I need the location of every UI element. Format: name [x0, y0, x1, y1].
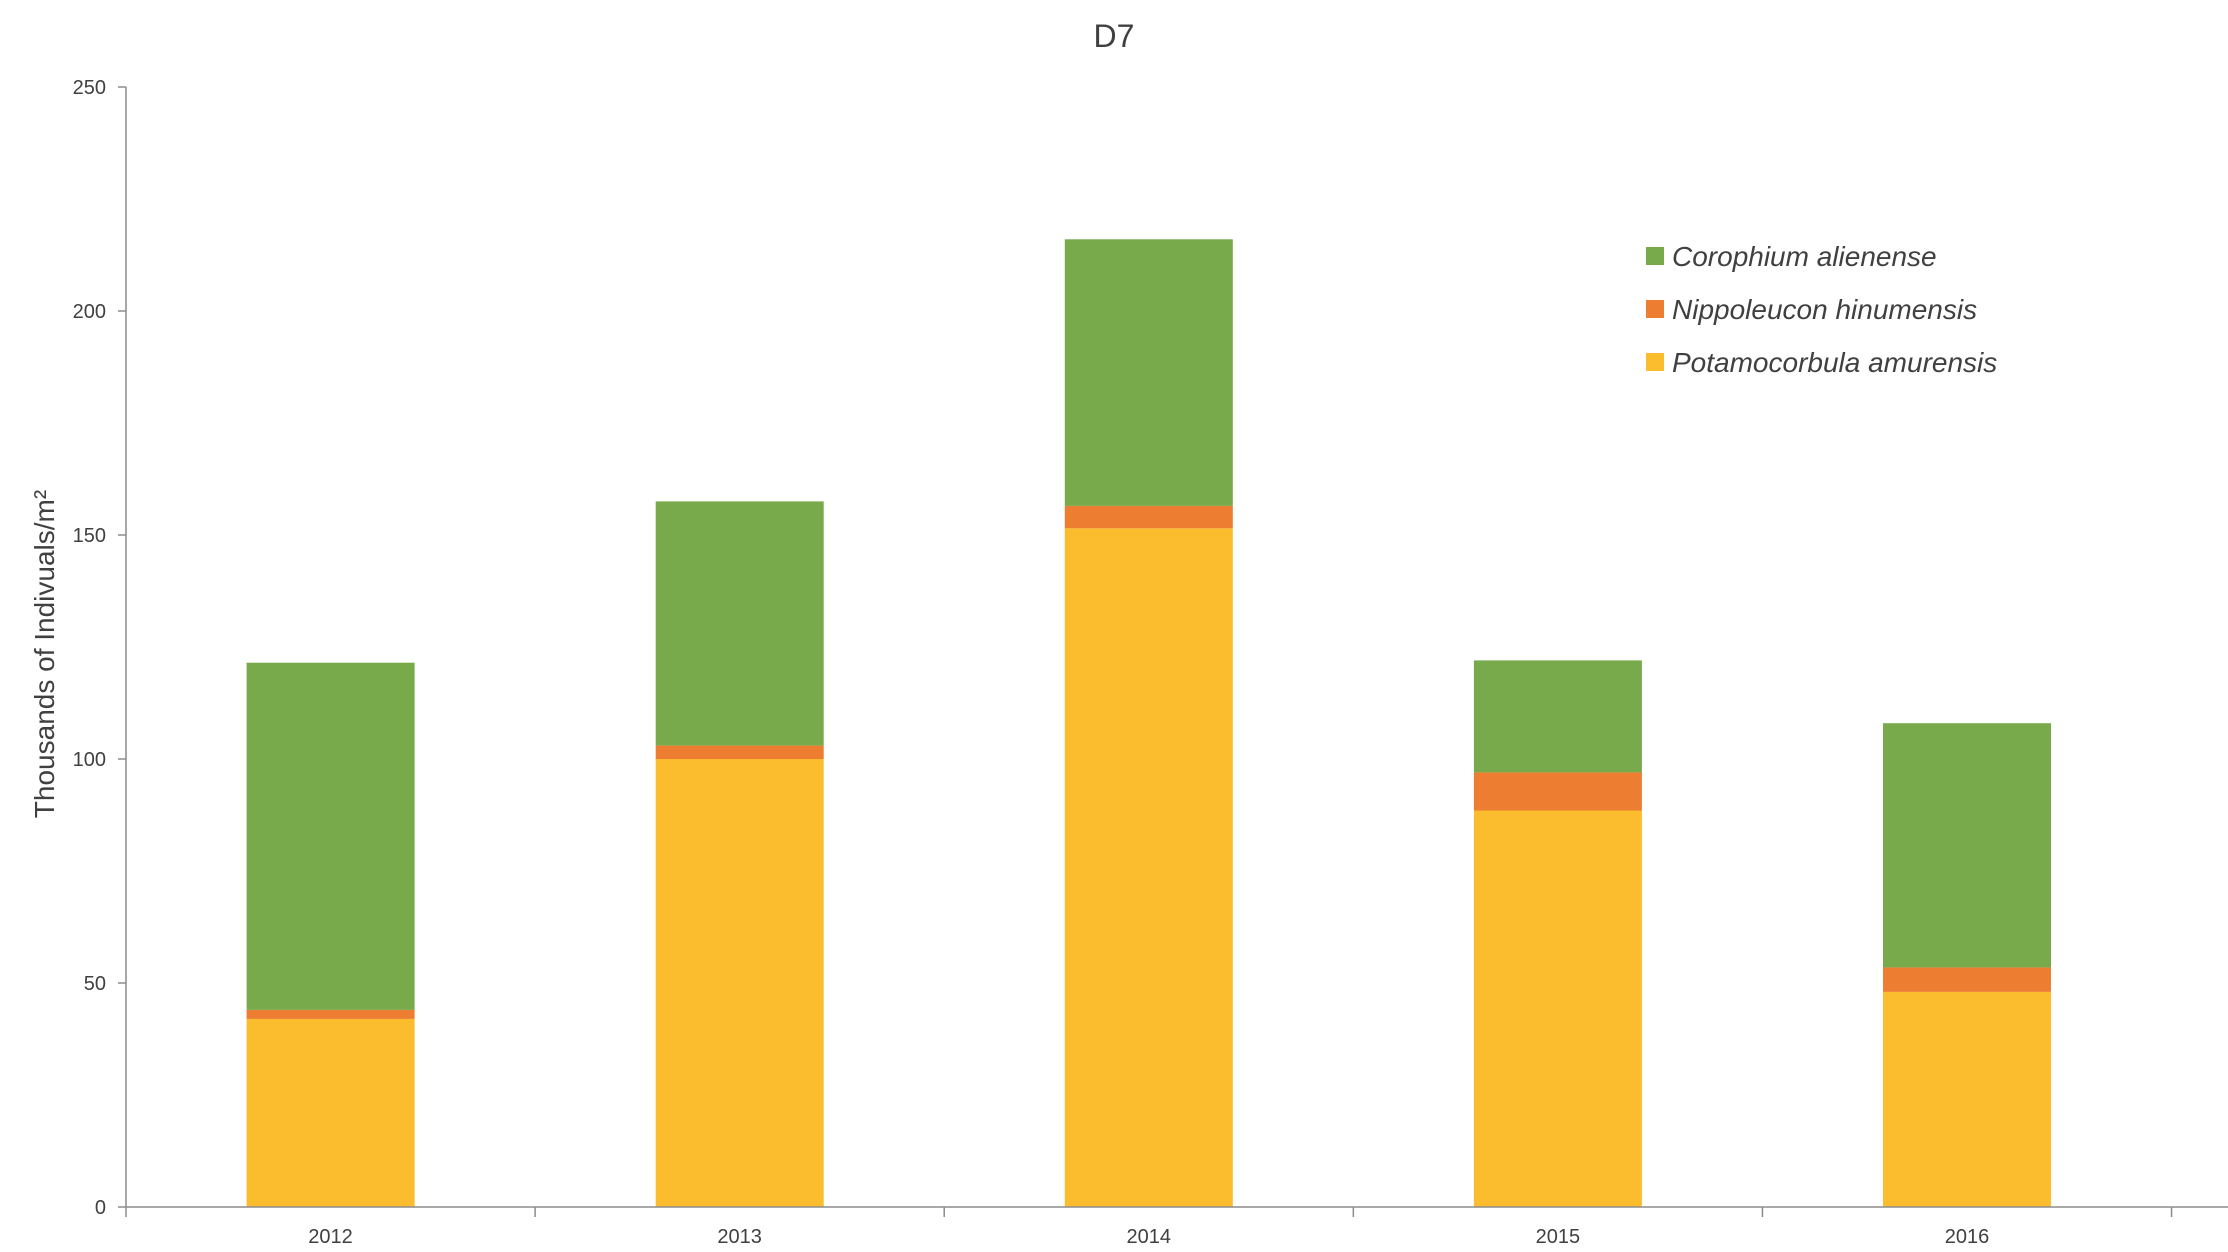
legend-label: Nippoleucon hinumensis	[1672, 294, 1977, 325]
bar-segment-2014-series-0	[1064, 528, 1233, 1207]
y-tick-label: 250	[73, 77, 106, 99]
bar-segment-2015-series-0	[1473, 810, 1642, 1207]
legend-swatch	[1646, 353, 1664, 371]
chart-title: D7	[1094, 18, 1135, 54]
y-tick-label: 100	[73, 749, 106, 771]
bar-segment-2016-series-1	[1883, 967, 2051, 992]
x-tick-label: 2014	[1127, 1226, 1172, 1248]
bar-segment-2016-series-0	[1883, 992, 2051, 1207]
legend-item: Nippoleucon hinumensis	[1646, 294, 1977, 325]
bars-layer	[246, 239, 2051, 1207]
y-tick-label: 50	[84, 973, 106, 995]
legend: Corophium alienense Nippoleucon hinumensi…	[1646, 241, 1997, 378]
axes-layer: 0 50 100 150 200 250 2012 2013 2014 2015 2016	[73, 77, 2228, 1248]
bar-segment-2013-series-1	[655, 745, 824, 759]
y-tick-label: 200	[73, 301, 106, 323]
bar-segment-2016-series-2	[1883, 723, 2051, 968]
bar-segment-2012-series-1	[246, 1009, 415, 1019]
bar-segment-2012-series-0	[246, 1018, 415, 1207]
x-tick-label: 2016	[1945, 1226, 1990, 1248]
y-tick-label: 0	[95, 1197, 106, 1219]
legend-label: Corophium alienense	[1672, 241, 1937, 272]
legend-swatch	[1646, 300, 1664, 318]
bar-segment-2012-series-2	[246, 662, 415, 1010]
legend-item: Potamocorbula amurensis	[1646, 347, 1997, 378]
bar-segment-2013-series-0	[655, 759, 824, 1207]
x-tick-label: 2015	[1536, 1226, 1581, 1248]
bar-segment-2015-series-1	[1473, 772, 1642, 811]
y-tick-label: 150	[73, 525, 106, 547]
y-axis-label: Thousands of Indivuals/m²	[29, 490, 60, 818]
bar-segment-2013-series-2	[655, 501, 824, 746]
bar-segment-2014-series-1	[1064, 505, 1233, 529]
legend-label: Potamocorbula amurensis	[1672, 347, 1997, 378]
legend-item: Corophium alienense	[1646, 241, 1937, 272]
bar-segment-2015-series-2	[1473, 660, 1642, 773]
x-tick-label: 2012	[308, 1226, 353, 1248]
bar-segment-2014-series-2	[1064, 239, 1233, 506]
legend-swatch	[1646, 247, 1664, 265]
x-tick-label: 2013	[717, 1226, 762, 1248]
